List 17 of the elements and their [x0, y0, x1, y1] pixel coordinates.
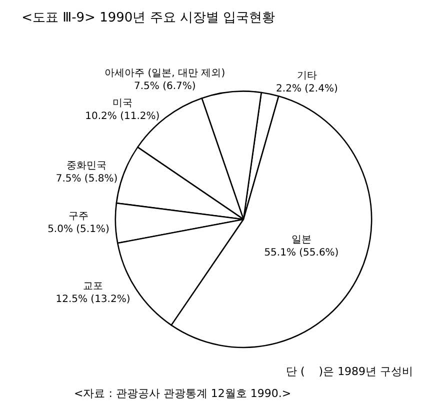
data-label: 10.2% (11.2%) — [85, 110, 160, 122]
chart-title: <도표 Ⅲ-9> 1990년 주요 시장별 입국현황 — [22, 10, 276, 26]
text: <자료 : 관광공사 관광통계 12월호 1990.> — [74, 387, 292, 400]
slice-label: 아세아주 (일본, 대만 제외) — [104, 68, 226, 79]
slice-label: 교포 — [82, 281, 103, 292]
slice-label: 미국 — [112, 98, 132, 109]
slice-label: 일본 — [291, 234, 312, 246]
data-label: 55.1% (55.6%) — [264, 248, 339, 259]
data-label: 7.5% (5.8%) — [56, 173, 118, 184]
data-label: 5.0% (5.1%) — [48, 224, 110, 236]
data-label: 2.2% (2.4%) — [276, 84, 338, 95]
data-label: 7.5% (6.7%) — [134, 80, 196, 92]
slice-label: 구주 — [68, 211, 88, 222]
text: 단 ( )은 1989년 구성비 — [286, 365, 414, 378]
slice-label: 중화민국 — [66, 160, 107, 172]
slice-label: 기타 — [296, 70, 317, 82]
data-label: 12.5% (13.2%) — [56, 294, 130, 306]
